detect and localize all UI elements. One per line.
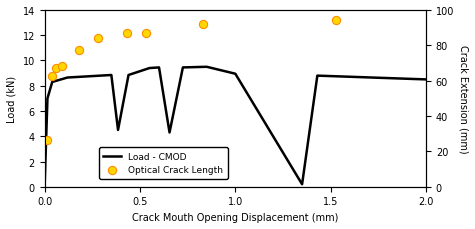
Load - CMOD — [300, 177, 306, 180]
Optical Crack Length — [142, 32, 150, 35]
Optical Crack Length — [123, 32, 131, 35]
Load - CMOD — [260, 119, 266, 121]
Y-axis label: Crack Extension (mm): Crack Extension (mm) — [458, 45, 468, 153]
Optical Crack Length — [199, 23, 207, 27]
Optical Crack Length — [52, 67, 60, 71]
Optical Crack Length — [332, 19, 340, 23]
Legend: Load - CMOD, Optical Crack Length: Load - CMOD, Optical Crack Length — [99, 147, 228, 179]
Optical Crack Length — [48, 74, 56, 78]
Load - CMOD — [56, 79, 61, 82]
Optical Crack Length — [58, 64, 66, 68]
Line: Load - CMOD: Load - CMOD — [45, 68, 426, 187]
X-axis label: Crack Mouth Opening Displacement (mm): Crack Mouth Opening Displacement (mm) — [132, 212, 339, 222]
Load - CMOD — [204, 66, 209, 69]
Load - CMOD — [167, 131, 172, 134]
Load - CMOD — [285, 160, 291, 163]
Load - CMOD — [278, 149, 284, 152]
Load - CMOD — [423, 79, 429, 82]
Optical Crack Length — [75, 49, 83, 53]
Y-axis label: Load (kN): Load (kN) — [7, 76, 17, 122]
Optical Crack Length — [43, 139, 50, 142]
Optical Crack Length — [94, 37, 102, 40]
Load - CMOD — [42, 185, 48, 188]
